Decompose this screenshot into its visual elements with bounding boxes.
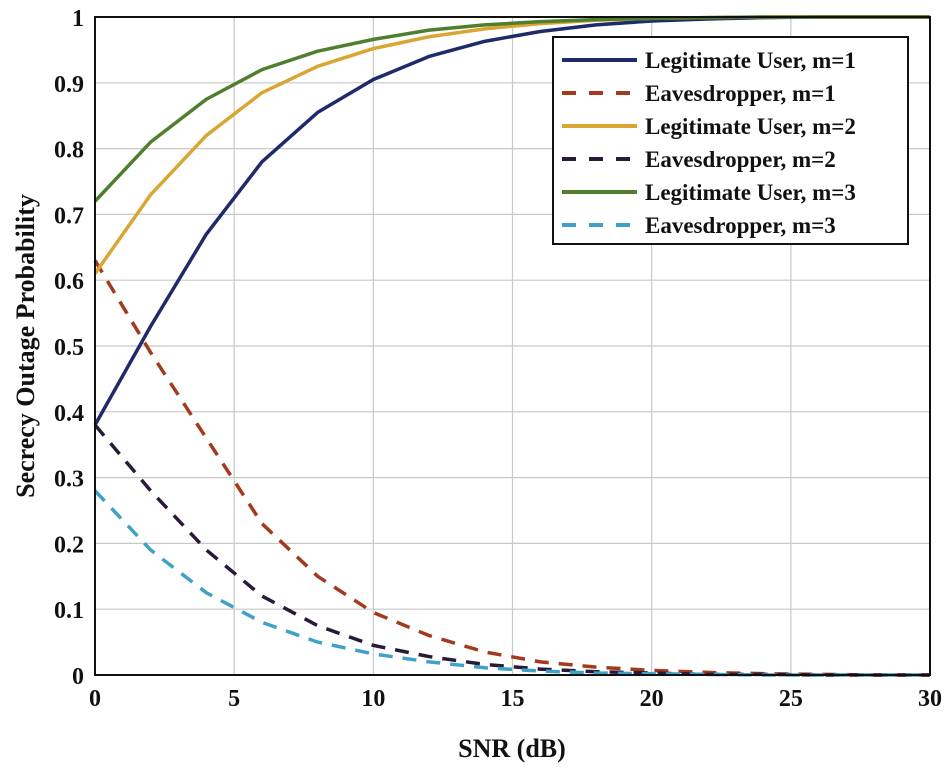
x-tick-label: 20: [640, 686, 664, 712]
y-tick-label: 0.7: [54, 203, 84, 229]
legend-label: Eavesdropper, m=1: [645, 81, 836, 106]
y-tick-label: 0.5: [54, 335, 84, 361]
y-tick-label: 0.6: [54, 269, 84, 295]
legend-label: Eavesdropper, m=3: [645, 213, 836, 238]
x-tick-label: 25: [779, 686, 803, 712]
legend-label: Eavesdropper, m=2: [645, 147, 836, 172]
y-axis-label: Secrecy Outage Probability: [11, 194, 40, 498]
x-tick-label: 0: [89, 686, 101, 712]
legend: Legitimate User, m=1 Eavesdropper, m=1 Leg…: [552, 36, 909, 245]
y-tick-label: 0.9: [54, 72, 84, 98]
x-tick-label: 30: [918, 686, 942, 712]
y-tick-label: 0.1: [54, 598, 84, 624]
y-tick-label: 0: [72, 664, 84, 690]
y-tick-labels: 0 0.1 0.2 0.3 0.4 0.5 0.6 0.7 0.8 0.9 1: [54, 6, 84, 690]
series-line-2: [93, 259, 930, 677]
legend-label: Legitimate User, m=1: [645, 48, 856, 73]
y-tick-label: 0.3: [54, 467, 84, 493]
plot-frame: [94, 16, 931, 676]
x-axis-label: SNR (dB): [458, 734, 566, 763]
legend-box: [552, 36, 909, 245]
legend-label: Legitimate User, m=2: [645, 114, 856, 139]
y-tick-label: 0.2: [54, 532, 84, 558]
y-tick-label: 0.8: [54, 138, 84, 164]
x-tick-label: 5: [228, 686, 240, 712]
y-tick-label: 1: [72, 6, 84, 32]
legend-label: Legitimate User, m=3: [645, 180, 856, 205]
x-tick-label: 15: [501, 686, 525, 712]
x-tick-labels: 0 5 10 15 20 25 30: [89, 686, 942, 712]
y-tick-label: 0.4: [54, 401, 84, 427]
x-tick-label: 10: [361, 686, 385, 712]
